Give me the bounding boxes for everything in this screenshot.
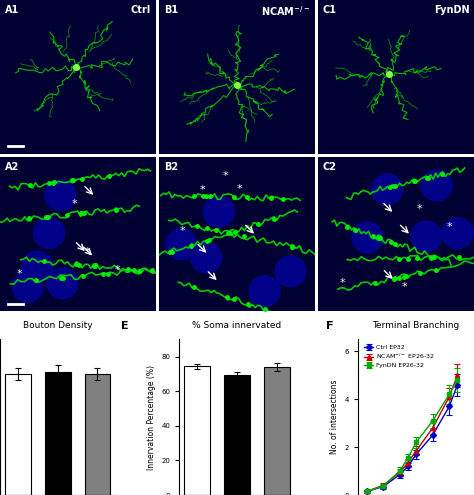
Circle shape: [421, 170, 452, 201]
Text: *: *: [417, 204, 422, 214]
Circle shape: [22, 251, 53, 282]
Text: *: *: [223, 171, 228, 181]
Bar: [264, 367, 290, 495]
Bar: [45, 372, 71, 495]
Circle shape: [249, 276, 280, 306]
Bar: [184, 366, 210, 495]
Text: *: *: [200, 185, 205, 195]
Text: % Soma innervated: % Soma innervated: [192, 321, 282, 330]
Text: B1: B1: [164, 4, 178, 15]
Circle shape: [352, 222, 383, 253]
Circle shape: [12, 271, 44, 302]
Text: $\mathbf{NCAM^{-/-}}$: $\mathbf{NCAM^{-/-}}$: [261, 4, 310, 18]
Circle shape: [203, 196, 234, 227]
Text: A1: A1: [5, 4, 19, 15]
Legend: Ctrl EP32, $\mathrm{NCAM^{-/-}}$ EP26-32, FynDN EP26-32: Ctrl EP32, $\mathrm{NCAM^{-/-}}$ EP26-32…: [362, 343, 437, 371]
Text: A2: A2: [5, 162, 19, 172]
Text: *: *: [85, 247, 91, 257]
Circle shape: [372, 174, 403, 205]
Y-axis label: Innervation Percentage (%): Innervation Percentage (%): [146, 365, 155, 470]
Circle shape: [166, 229, 197, 260]
Y-axis label: No. of intersections: No. of intersections: [330, 380, 339, 454]
Circle shape: [275, 256, 306, 287]
Text: E: E: [121, 321, 129, 331]
Text: *: *: [340, 278, 346, 288]
Text: *: *: [401, 282, 407, 292]
Text: Bouton Density: Bouton Density: [23, 321, 92, 330]
Circle shape: [410, 221, 442, 252]
Text: *: *: [180, 226, 185, 236]
Text: C2: C2: [323, 162, 337, 172]
Bar: [224, 375, 250, 495]
Text: B2: B2: [164, 162, 178, 172]
Text: C1: C1: [323, 4, 337, 15]
Text: *: *: [237, 184, 243, 194]
Bar: [5, 374, 31, 495]
Text: Ctrl: Ctrl: [131, 4, 151, 15]
Circle shape: [191, 242, 222, 273]
Circle shape: [34, 218, 64, 248]
Circle shape: [45, 180, 76, 210]
Text: *: *: [71, 199, 77, 209]
Text: Terminal Branching: Terminal Branching: [373, 321, 460, 330]
Circle shape: [442, 218, 473, 248]
Text: F: F: [326, 321, 334, 331]
Text: *: *: [16, 269, 22, 279]
Circle shape: [47, 268, 78, 298]
Bar: [84, 374, 110, 495]
Text: *: *: [447, 222, 452, 232]
Text: *: *: [115, 265, 120, 275]
Text: FynDN: FynDN: [434, 4, 469, 15]
